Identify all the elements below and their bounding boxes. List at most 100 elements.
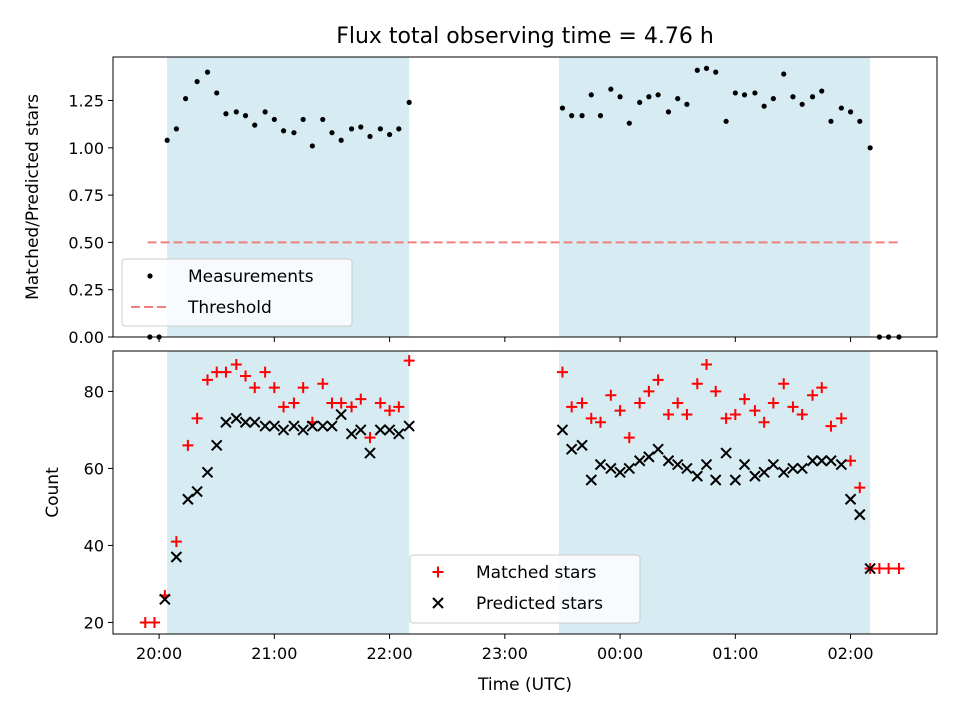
y-tick-label: 20	[84, 613, 104, 632]
shaded-regions-top	[167, 57, 871, 337]
matched-stars-point-12	[259, 366, 271, 378]
predicted-stars-point-4	[201, 466, 214, 478]
x-tick-label: 00:00	[597, 644, 643, 663]
measurements-point-10	[242, 113, 249, 119]
y-tick-label: 0.00	[68, 328, 104, 347]
predicted-stars-point-10	[259, 420, 271, 432]
measurements-point-31	[588, 92, 594, 98]
predicted-stars-point-16	[317, 420, 329, 432]
matched-stars-point-58	[845, 455, 857, 467]
matched-stars-point-32	[594, 416, 606, 428]
measurements-point-45	[723, 118, 729, 124]
matched-stars-point-6	[202, 374, 214, 386]
measurements-point-33	[608, 86, 614, 92]
matched-stars-point-52	[787, 401, 799, 413]
measurements-point-56	[828, 118, 834, 124]
predicted-stars-point-48	[767, 458, 780, 471]
measurements-point-15	[291, 130, 297, 136]
top-panel: 0.00 0.25 0.50 0.75 1.00 1.25 Flux total obse…	[23, 24, 938, 347]
matched-stars-point-21	[346, 401, 358, 413]
matched-stars-point-51	[778, 378, 790, 390]
matched-stars-point-42	[691, 378, 703, 390]
predicted-stars-point-58	[864, 562, 876, 575]
predicted-stars-point-42	[710, 474, 722, 486]
matched-stars-point-18	[317, 378, 329, 390]
matched-stars-point-45	[720, 412, 732, 424]
matched-stars-point-30	[576, 397, 588, 409]
matched-stars-point-44	[710, 385, 722, 397]
predicted-stars-point-11	[268, 420, 281, 432]
predicted-stars-point-14	[297, 424, 309, 436]
measurements-point-38	[655, 92, 661, 98]
x-axis-label: Time (UTC)	[477, 675, 572, 695]
matched-stars-point-13	[268, 382, 280, 394]
measurements-point-20	[338, 137, 344, 143]
predicted-stars-point-43	[720, 447, 732, 459]
measurements-point-42	[694, 67, 700, 73]
predicted-stars-point-32	[614, 466, 626, 478]
measurements-point-39	[665, 109, 672, 115]
y-tick-label: 60	[84, 459, 104, 478]
matched-stars-point-33	[605, 389, 617, 401]
y-axis-bottom: 20 40 60 80	[84, 382, 113, 632]
x-tick-label: 21:00	[251, 644, 297, 663]
measurements-point-32	[597, 113, 604, 119]
measurements-point-40	[675, 96, 681, 102]
predicted-stars-point-6	[220, 416, 232, 428]
predicted-stars-point-57	[854, 508, 866, 521]
predicted-stars-series	[159, 408, 876, 606]
measurements-point-59	[857, 118, 863, 124]
predicted-stars-point-19	[345, 428, 358, 440]
predicted-stars-point-50	[787, 462, 799, 475]
matched-stars-point-63	[893, 563, 905, 575]
matched-stars-point-16	[297, 382, 309, 394]
matched-stars-point-14	[278, 401, 290, 413]
legend-box	[121, 258, 353, 327]
measurements-point-22	[358, 124, 364, 130]
legend-bottom: Matched stars Predicted stars	[409, 554, 641, 624]
x-tick-label: 22:00	[367, 644, 413, 663]
predicted-stars-point-17	[326, 420, 338, 432]
measurements-point-8	[223, 111, 229, 117]
matched-stars-point-47	[739, 393, 751, 405]
predicted-stars-point-22	[374, 424, 387, 436]
matched-stars-point-22	[355, 393, 367, 405]
matched-stars-point-62	[883, 563, 895, 575]
measurements-point-43	[703, 65, 710, 71]
legend-handle-point-1	[432, 597, 444, 609]
shaded-interval-0	[167, 351, 410, 634]
matched-stars-point-7	[211, 366, 223, 378]
measurements-point-37	[646, 94, 652, 100]
matched-stars-point-15	[288, 397, 300, 409]
matched-stars-point-40	[672, 397, 684, 409]
predicted-stars-point-9	[249, 416, 261, 428]
predicted-stars-point-35	[643, 451, 655, 463]
predicted-stars-point-7	[230, 412, 243, 425]
measurements-point-44	[713, 69, 719, 75]
matched-stars-point-3	[170, 536, 182, 548]
predicted-stars-point-30	[594, 458, 607, 471]
matched-stars-point-53	[796, 409, 808, 421]
predicted-stars-point-33	[623, 462, 636, 475]
matched-stars-point-28	[556, 366, 568, 378]
matched-stars-point-50	[767, 397, 779, 409]
legend-label: Matched stars	[476, 563, 596, 583]
predicted-stars-point-44	[729, 474, 742, 486]
predicted-stars-point-20	[355, 424, 367, 436]
predicted-stars-point-24	[393, 428, 405, 440]
predicted-stars-point-49	[778, 466, 790, 478]
legend-top: Measurements Threshold	[121, 258, 353, 327]
matched-stars-point-23	[364, 432, 376, 444]
measurements-point-26	[396, 126, 402, 132]
measurements-point-11	[252, 122, 258, 128]
predicted-stars-point-1	[170, 551, 183, 563]
legend-label: Measurements	[188, 267, 314, 287]
y-tick-label: 40	[84, 536, 104, 555]
matched-stars-point-5	[191, 412, 203, 424]
matched-stars-point-38	[652, 374, 664, 386]
matched-stars-point-31	[585, 412, 597, 424]
predicted-stars-point-18	[335, 408, 347, 421]
matched-stars-point-26	[393, 401, 405, 413]
measurements-point-25	[386, 131, 393, 138]
